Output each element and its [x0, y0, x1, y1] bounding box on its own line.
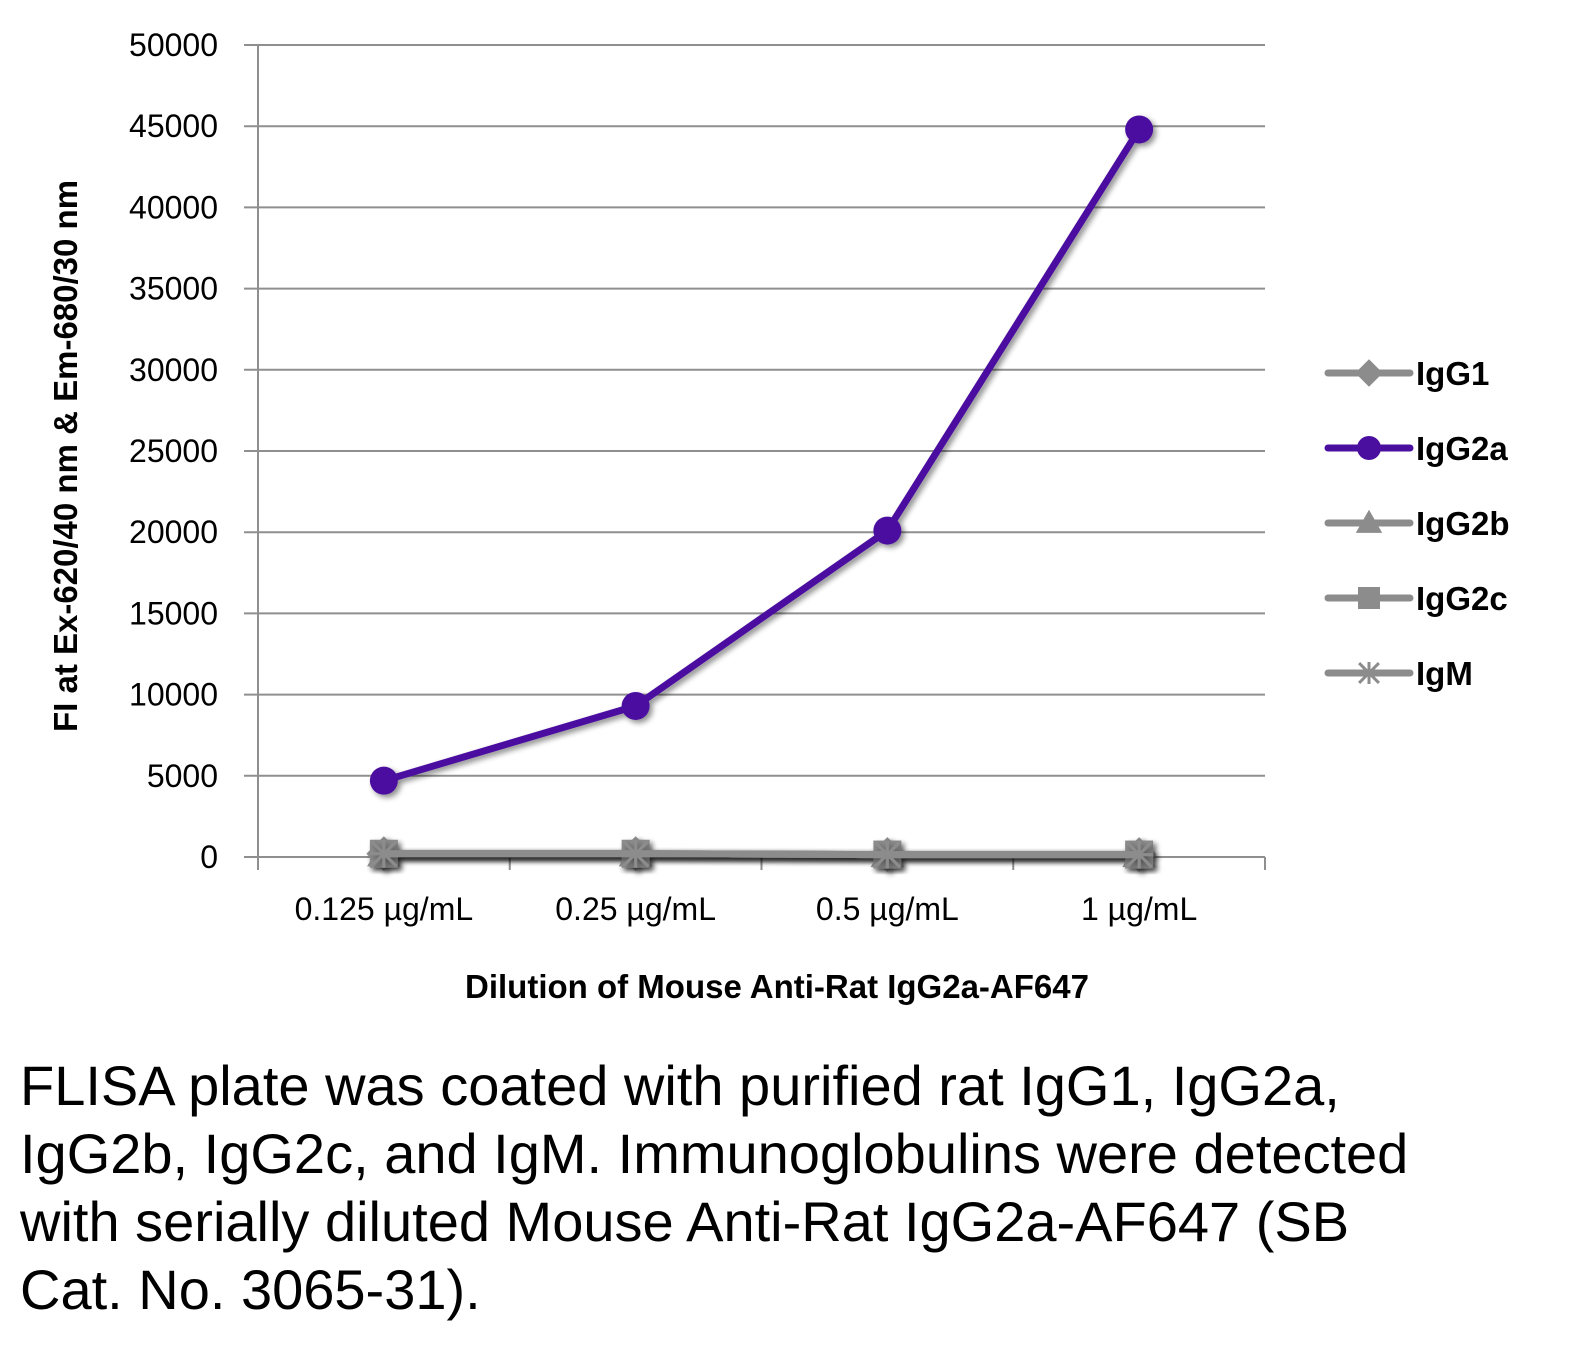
legend-marker-star [1358, 662, 1380, 684]
legend: IgG1 IgG2a IgG2b IgG2c IgM [1324, 355, 1510, 692]
data-point-igg2a [369, 766, 398, 795]
y-axis-title: FI at Ex-620/40 nm & Em-680/30 nm [47, 180, 84, 732]
gridlines [244, 44, 1265, 777]
series-igg2a [369, 115, 1154, 795]
legend-marker-square [1358, 587, 1380, 609]
legend-item-igg2a: IgG2a [1324, 430, 1508, 467]
series-line-igg2a [380, 125, 1143, 785]
data-point-igm [1125, 840, 1154, 869]
x-tick-label: 0.25 µg/mL [555, 891, 716, 927]
figure-caption: FLISA plate was coated with purified rat… [20, 1054, 1409, 1321]
y-tick-label: 45000 [129, 108, 218, 144]
x-tick-label: 0.125 µg/mL [295, 891, 474, 927]
data-point-igm [873, 840, 902, 869]
y-tick-label: 20000 [129, 514, 218, 550]
x-tick-label: 1 µg/mL [1081, 891, 1197, 927]
data-point-igg2a [873, 516, 902, 545]
y-tick-label: 15000 [129, 595, 218, 631]
series-line-igm [380, 850, 1143, 859]
legend-label: IgG2b [1416, 505, 1510, 542]
legend-item-igm: IgM [1324, 655, 1473, 692]
x-tick-label: 0.5 µg/mL [816, 891, 959, 927]
legend-marker-triangle [1355, 509, 1383, 533]
data-point-igm [369, 839, 398, 868]
legend-label: IgG1 [1416, 355, 1489, 392]
legend-marker-circle [1357, 436, 1381, 460]
x-axis-title: Dilution of Mouse Anti-Rat IgG2a-AF647 [465, 968, 1089, 1005]
legend-item-igg2c: IgG2c [1324, 580, 1508, 617]
y-tick-label: 50000 [129, 27, 218, 63]
data-point-igg2a [621, 691, 650, 720]
y-tick-label: 25000 [129, 433, 218, 469]
y-tick-labels: 0 5000 10000 15000 20000 25000 30000 35000 40000… [129, 27, 218, 875]
y-tick-label: 40000 [129, 189, 218, 225]
x-tick-labels: 0.125 µg/mL 0.25 µg/mL 0.5 µg/mL 1 µg/mL [295, 891, 1198, 927]
legend-item-igg2b: IgG2b [1324, 505, 1510, 542]
series-igm [369, 839, 1154, 869]
series [366, 115, 1157, 873]
data-point-igm [621, 839, 650, 868]
legend-label: IgG2c [1416, 580, 1508, 617]
legend-marker-diamond [1355, 359, 1383, 387]
legend-item-igg1: IgG1 [1324, 355, 1489, 392]
y-tick-label: 5000 [147, 758, 218, 794]
legend-label: IgM [1416, 655, 1473, 692]
legend-label: IgG2a [1416, 430, 1508, 467]
data-point-igg2a [1125, 115, 1154, 144]
y-tick-label: 30000 [129, 352, 218, 388]
y-tick-label: 0 [200, 839, 218, 875]
y-tick-label: 10000 [129, 677, 218, 713]
y-tick-label: 35000 [129, 271, 218, 307]
